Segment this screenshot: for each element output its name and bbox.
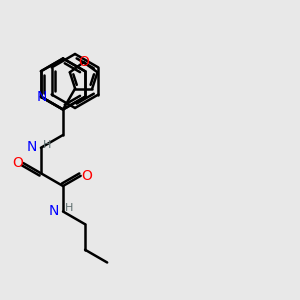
Text: H: H bbox=[43, 140, 51, 150]
Text: O: O bbox=[12, 156, 22, 170]
Text: H: H bbox=[65, 203, 74, 214]
Text: N: N bbox=[36, 90, 47, 104]
Text: N: N bbox=[48, 204, 58, 218]
Text: N: N bbox=[27, 140, 37, 154]
Text: O: O bbox=[78, 55, 89, 69]
Text: O: O bbox=[81, 169, 92, 183]
